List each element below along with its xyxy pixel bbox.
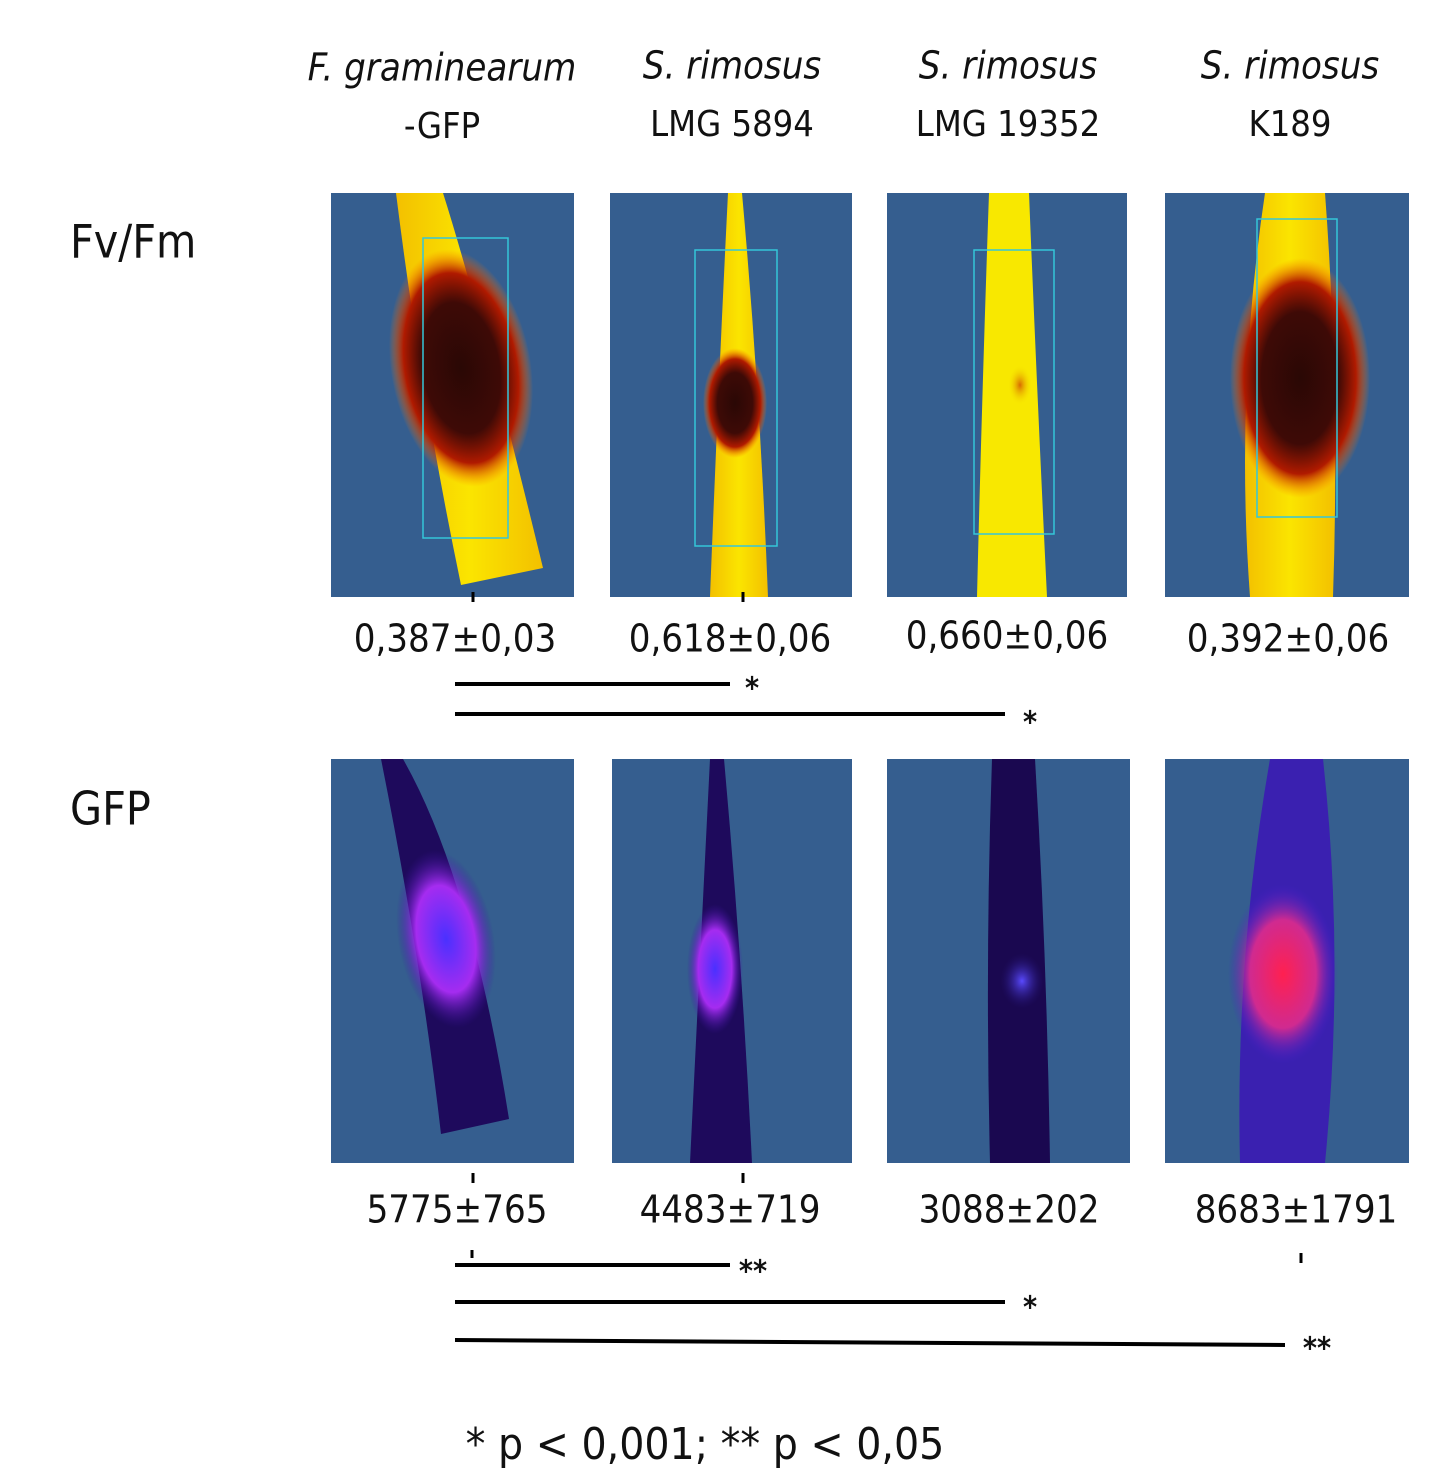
gfp-image (331, 759, 574, 1163)
value: 0,618±0,06 (629, 617, 832, 661)
figure: F. graminearum -GFP S. rimosus LMG 5894 … (0, 0, 1445, 1474)
value: 0,660±0,06 (906, 614, 1109, 658)
species: S. rimosus (919, 44, 1098, 88)
strain: LMG 19352 (916, 104, 1100, 145)
value: 0,392±0,06 (1187, 617, 1390, 661)
gfp-image (612, 759, 852, 1163)
gfp-image (1165, 759, 1409, 1163)
row-label: Fv/Fm (70, 215, 196, 269)
value: 8683±1791 (1195, 1188, 1398, 1232)
significance: * (745, 672, 759, 707)
significance: * (1023, 1291, 1037, 1326)
value: 4483±719 (640, 1188, 821, 1232)
value: 0,387±0,03 (354, 617, 557, 661)
significance: * (1023, 706, 1037, 741)
strain: LMG 5894 (650, 104, 814, 145)
species: S. rimosus (1201, 44, 1380, 88)
species: S. rimosus (643, 44, 822, 88)
significance: ** (739, 1255, 767, 1290)
significance: ** (1303, 1332, 1331, 1367)
species: F. graminearum (308, 46, 577, 90)
fvfm-image (610, 193, 852, 597)
column-headers: F. graminearum -GFP S. rimosus LMG 5894 … (308, 44, 1380, 148)
row-label: GFP (70, 782, 151, 836)
significance-line (455, 1340, 1285, 1345)
strain: K189 (1248, 104, 1331, 145)
fvfm-image (1165, 193, 1409, 597)
fvfm-image (887, 193, 1127, 597)
fvfm-image (331, 193, 574, 597)
value: 5775±765 (367, 1188, 548, 1232)
gfp-image (887, 759, 1130, 1163)
value: 3088±202 (919, 1188, 1100, 1232)
footnote: * p < 0,001; ** p < 0,05 (466, 1419, 945, 1470)
strain: -GFP (404, 106, 480, 147)
